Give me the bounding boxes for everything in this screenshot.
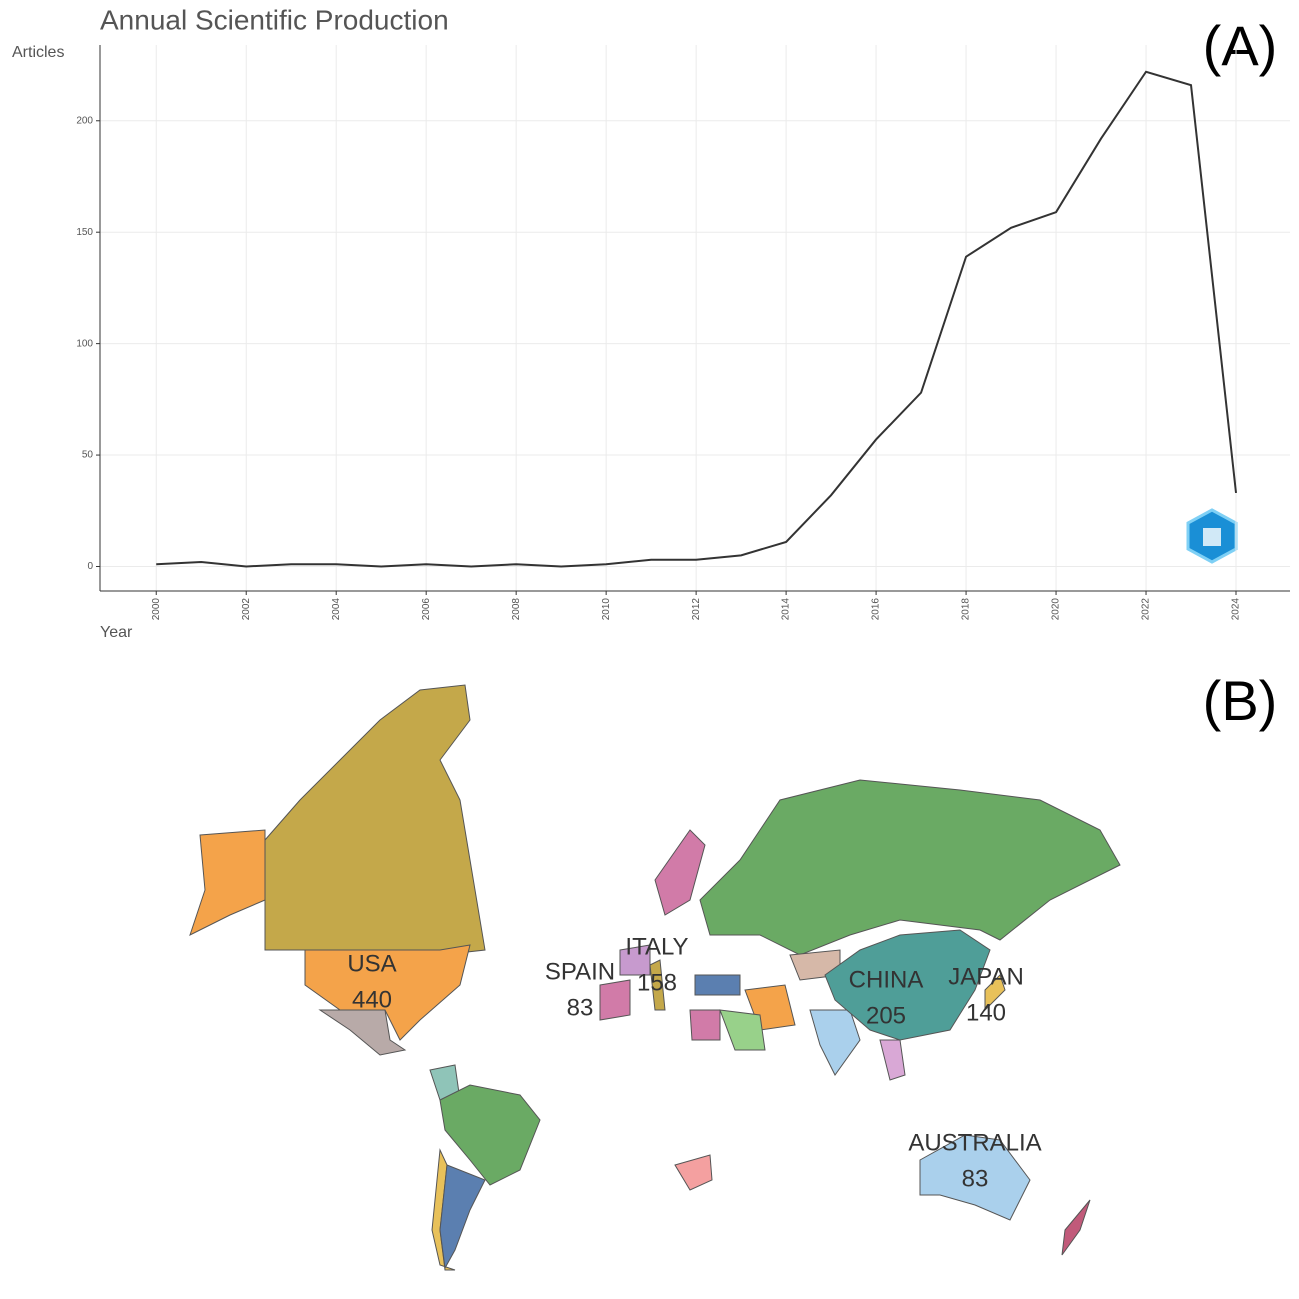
region-value: 440 [352,986,392,1013]
x-tick-label: 2022 [1141,598,1152,621]
region-value: 205 [866,1002,906,1029]
region-value: 83 [962,1165,989,1192]
chart-title: Annual Scientific Production [100,4,449,35]
region-name: AUSTRALIA [908,1129,1041,1156]
region-name: USA [347,950,396,977]
x-tick-label: 2014 [781,598,792,621]
region-name: SPAIN [545,958,615,985]
x-tick-label: 2010 [601,598,612,621]
country [984,974,1006,1012]
panel-label: (B) [1203,669,1278,732]
land [694,974,741,996]
country [599,979,631,1021]
country [304,944,471,1041]
land [439,1084,541,1186]
x-tick-label: 2024 [1231,598,1242,621]
region-name: JAPAN [948,963,1024,990]
land [1061,1199,1091,1256]
region-name: CHINA [849,966,924,993]
x-tick-label: 2008 [511,598,522,621]
x-tick-label: 2018 [961,598,972,621]
x-axis-title: Year [100,624,133,641]
y-tick-label: 150 [76,227,93,238]
x-tick-label: 2004 [331,598,342,621]
y-tick-label: 50 [82,450,94,461]
country [919,1134,1031,1221]
x-tick-label: 2006 [421,598,432,621]
region-name: ITALY [625,933,688,960]
y-axis-title: Articles [12,44,64,61]
region-value: 158 [637,969,677,996]
panel-label: (A) [1203,14,1278,77]
land [264,684,486,956]
world-map [189,684,1121,1271]
land [879,1039,906,1081]
land [699,779,1121,956]
country [824,929,991,1041]
x-tick-label: 2020 [1051,598,1062,621]
land [809,1009,861,1076]
land [674,1154,713,1191]
x-tick-label: 2016 [871,598,882,621]
x-tick-label: 2002 [241,598,252,621]
land [719,1009,766,1051]
land [619,944,651,976]
land [439,1164,486,1270]
logo [1186,508,1238,564]
region-value: 140 [966,999,1006,1026]
line-series [156,70,1238,568]
region-value: 83 [567,994,594,1021]
x-tick-label: 2000 [151,598,162,621]
x-tick-label: 2012 [691,598,702,621]
country [649,959,666,1011]
land [689,1009,721,1041]
y-tick-label: 200 [76,115,93,126]
land [189,829,266,936]
land [654,829,706,916]
y-tick-label: 0 [87,561,93,572]
y-tick-label: 100 [76,338,93,349]
